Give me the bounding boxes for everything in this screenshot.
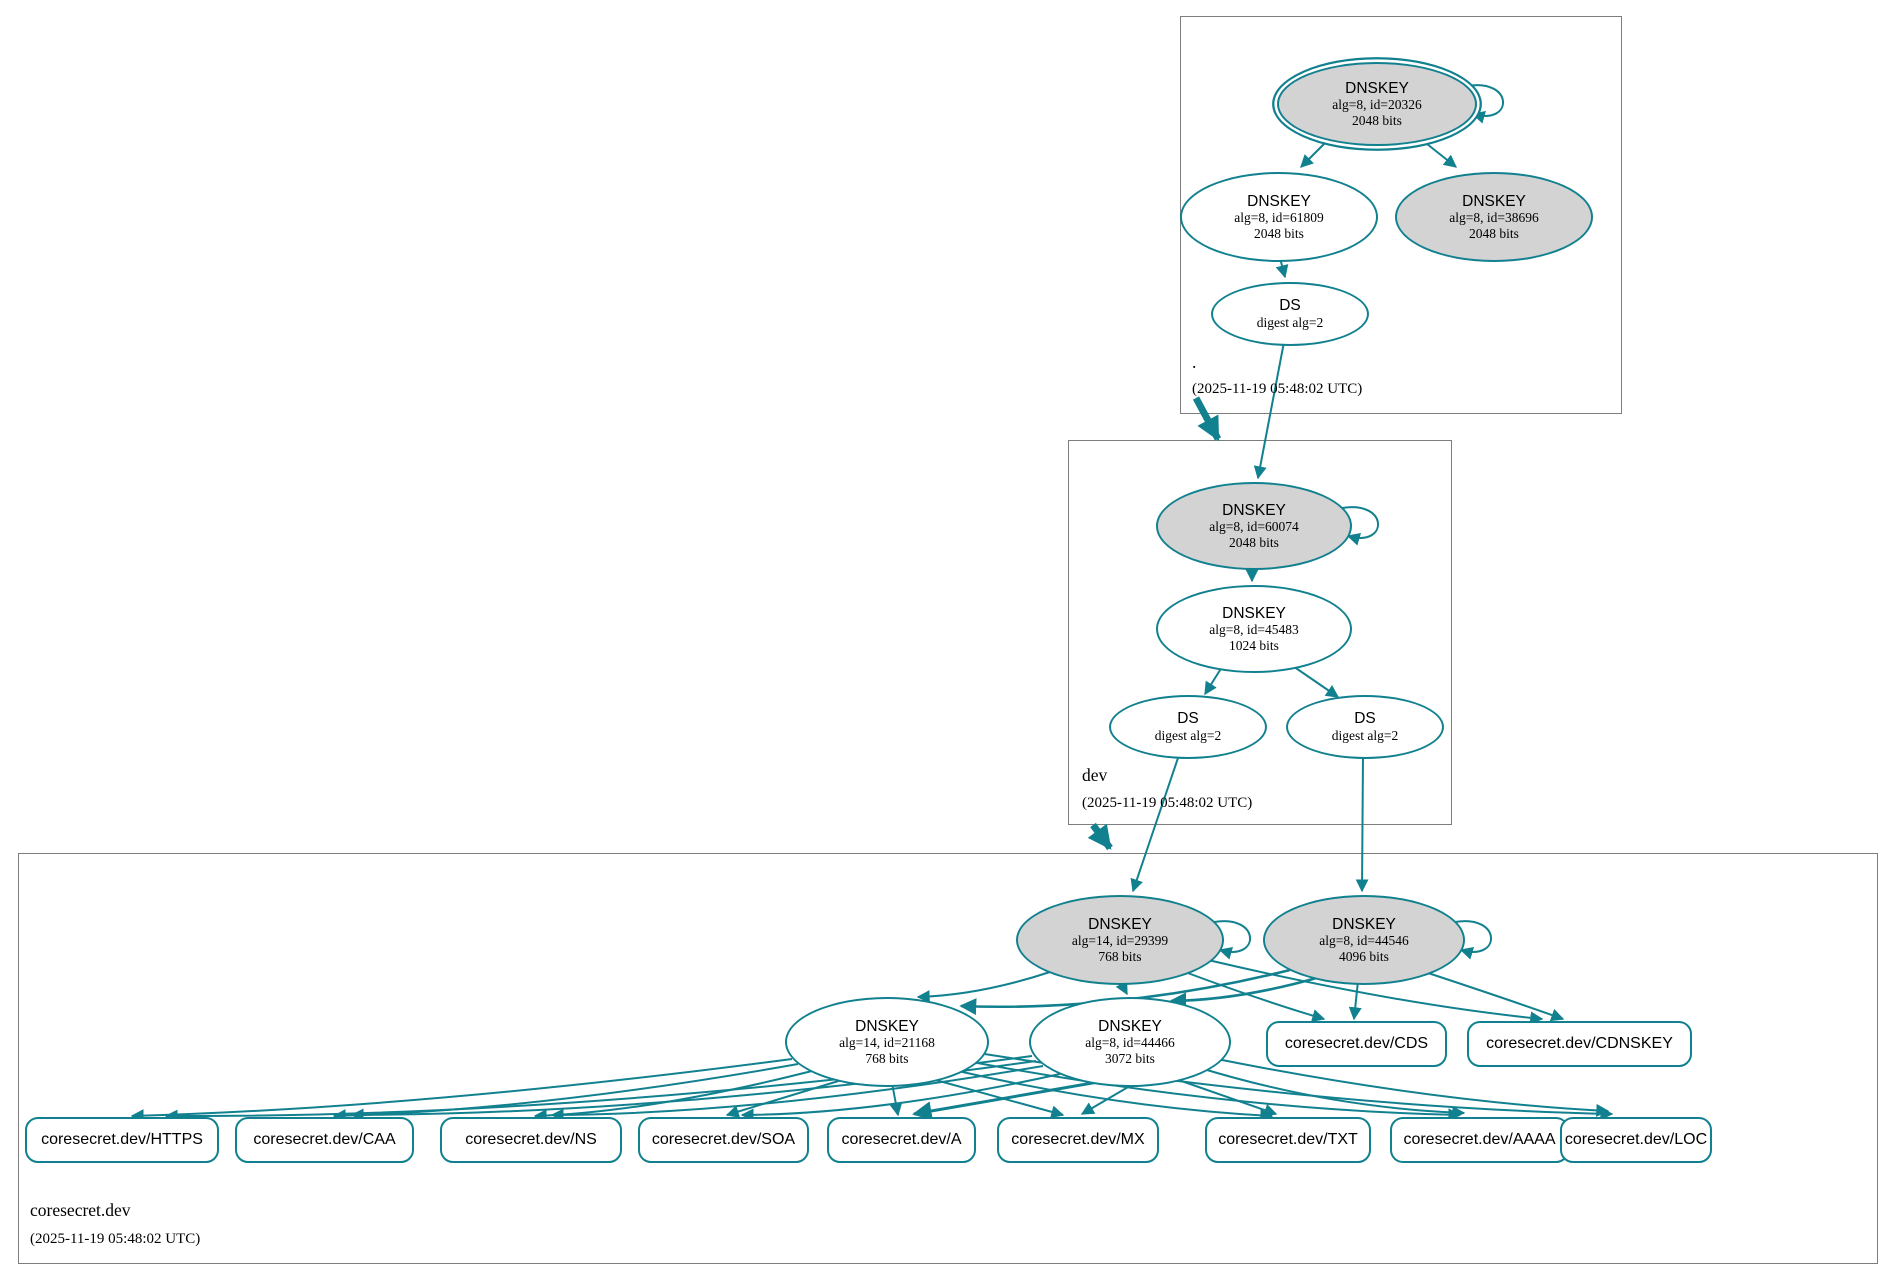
node-detail: alg=14, id=29399 <box>1071 933 1169 949</box>
rrset-label: coresecret.dev/A <box>841 1131 962 1148</box>
ds-dev-2[interactable]: DS digest alg=2 <box>1286 695 1444 759</box>
rrset-label: coresecret.dev/HTTPS <box>41 1131 203 1148</box>
rrset-ns[interactable]: coresecret.dev/NS <box>440 1117 622 1163</box>
node-detail: digest alg=2 <box>1256 315 1324 331</box>
node-detail: digest alg=2 <box>1154 728 1222 744</box>
delegation-dev-to-coresecret <box>1087 822 1113 851</box>
node-detail: alg=8, id=60074 <box>1209 519 1299 535</box>
node-bits: 2048 bits <box>1469 225 1519 241</box>
rrset-caa[interactable]: coresecret.dev/CAA <box>235 1117 414 1163</box>
node-detail: alg=8, id=44466 <box>1085 1035 1175 1051</box>
zone-timestamp-root: (2025-11-19 05:48:02 UTC) <box>1192 381 1363 397</box>
zone-box-coresecret <box>18 853 1878 1264</box>
node-bits: 3072 bits <box>1105 1050 1155 1066</box>
rrset-https[interactable]: coresecret.dev/HTTPS <box>25 1117 219 1163</box>
rrset-mx[interactable]: coresecret.dev/MX <box>997 1117 1159 1163</box>
node-detail: alg=8, id=20326 <box>1332 97 1422 113</box>
node-title: DNSKEY <box>1345 79 1409 97</box>
node-bits: 1024 bits <box>1229 637 1279 653</box>
rrset-label: coresecret.dev/TXT <box>1218 1131 1358 1148</box>
dnskey-coresecret-ksk-44546[interactable]: DNSKEY alg=8, id=44546 4096 bits <box>1263 895 1465 985</box>
ds-dev-1[interactable]: DS digest alg=2 <box>1109 695 1267 759</box>
node-bits: 768 bits <box>1098 948 1142 964</box>
zone-label-root: . <box>1192 352 1197 372</box>
node-title: DNSKEY <box>1462 192 1526 210</box>
dnskey-root-ksk-38696[interactable]: DNSKEY alg=8, id=38696 2048 bits <box>1395 172 1593 262</box>
rrset-cdnskey[interactable]: coresecret.dev/CDNSKEY <box>1467 1021 1692 1067</box>
rrset-label: coresecret.dev/CDS <box>1284 1035 1429 1052</box>
node-title: DS <box>1177 710 1199 728</box>
node-bits: 2048 bits <box>1352 112 1402 128</box>
node-bits: 2048 bits <box>1229 534 1279 550</box>
node-title: DS <box>1354 710 1376 728</box>
rrset-loc[interactable]: coresecret.dev/LOC <box>1560 1117 1712 1163</box>
node-detail: alg=8, id=61809 <box>1234 210 1324 226</box>
dnskey-dev-ksk-60074[interactable]: DNSKEY alg=8, id=60074 2048 bits <box>1156 482 1352 570</box>
node-title: DNSKEY <box>1222 604 1286 622</box>
rrset-soa[interactable]: coresecret.dev/SOA <box>638 1117 809 1163</box>
rrset-label: coresecret.dev/MX <box>1011 1131 1145 1148</box>
rrset-txt[interactable]: coresecret.dev/TXT <box>1205 1117 1371 1163</box>
node-detail: alg=8, id=38696 <box>1449 210 1539 226</box>
rrset-label: coresecret.dev/CAA <box>253 1131 396 1148</box>
rrset-label: coresecret.dev/NS <box>465 1131 597 1148</box>
node-detail: digest alg=2 <box>1331 728 1399 744</box>
node-title: DNSKEY <box>1222 501 1286 519</box>
ds-root[interactable]: DS digest alg=2 <box>1211 282 1369 346</box>
dnskey-coresecret-zsk-44466[interactable]: DNSKEY alg=8, id=44466 3072 bits <box>1029 997 1231 1087</box>
rrset-label: coresecret.dev/CDNSKEY <box>1486 1035 1673 1052</box>
node-detail: alg=8, id=45483 <box>1209 622 1299 638</box>
zone-timestamp-dev: (2025-11-19 05:48:02 UTC) <box>1082 795 1253 811</box>
zone-label-coresecret: coresecret.dev <box>30 1200 131 1220</box>
dnskey-root-ksk-20326[interactable]: DNSKEY alg=8, id=20326 2048 bits <box>1277 62 1477 146</box>
rrset-label: coresecret.dev/AAAA <box>1403 1131 1556 1148</box>
dnskey-root-zsk-61809[interactable]: DNSKEY alg=8, id=61809 2048 bits <box>1180 172 1378 262</box>
node-title: DNSKEY <box>855 1017 919 1035</box>
rrset-cds[interactable]: coresecret.dev/CDS <box>1266 1021 1447 1067</box>
node-bits: 2048 bits <box>1254 225 1304 241</box>
rrset-label: coresecret.dev/LOC <box>1564 1131 1708 1148</box>
rrset-a[interactable]: coresecret.dev/A <box>827 1117 976 1163</box>
node-title: DNSKEY <box>1332 915 1396 933</box>
node-title: DS <box>1279 297 1301 315</box>
node-title: DNSKEY <box>1247 192 1311 210</box>
node-title: DNSKEY <box>1098 1017 1162 1035</box>
rrset-label: coresecret.dev/SOA <box>651 1131 796 1148</box>
zone-label-dev: dev <box>1082 765 1108 785</box>
dnskey-coresecret-ksk-29399[interactable]: DNSKEY alg=14, id=29399 768 bits <box>1016 895 1224 985</box>
node-detail: alg=14, id=21168 <box>839 1035 935 1051</box>
node-detail: alg=8, id=44546 <box>1319 933 1409 949</box>
dnskey-dev-zsk-45483[interactable]: DNSKEY alg=8, id=45483 1024 bits <box>1156 585 1352 673</box>
rrset-aaaa[interactable]: coresecret.dev/AAAA <box>1390 1117 1569 1163</box>
node-bits: 768 bits <box>865 1050 909 1066</box>
dnskey-coresecret-zsk-21168[interactable]: DNSKEY alg=14, id=21168 768 bits <box>785 997 989 1087</box>
zone-timestamp-coresecret: (2025-11-19 05:48:02 UTC) <box>30 1231 201 1247</box>
node-title: DNSKEY <box>1088 915 1152 933</box>
node-bits: 4096 bits <box>1339 948 1389 964</box>
